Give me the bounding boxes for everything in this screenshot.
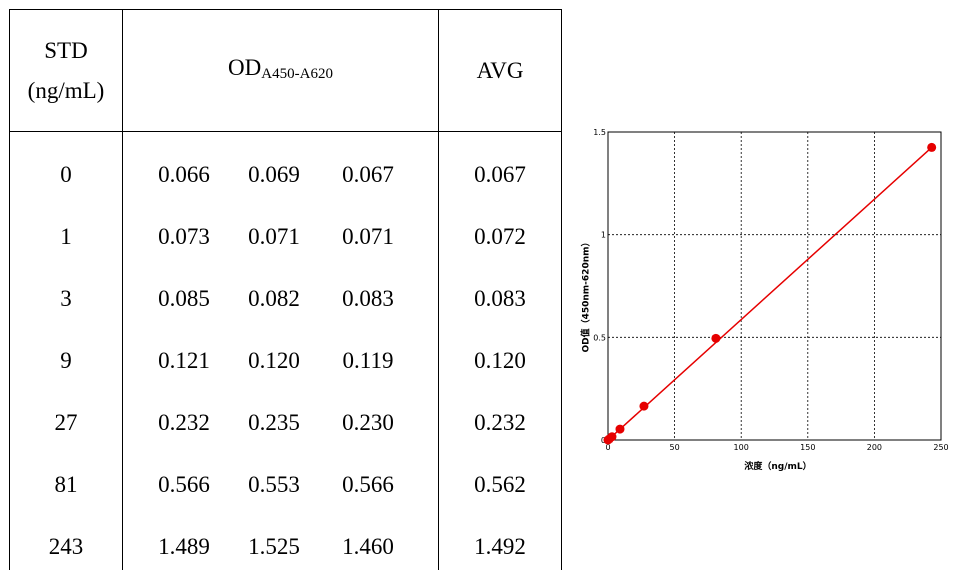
y-axis-label: OD值（450nm-620nm）	[581, 237, 592, 353]
fit-line	[607, 146, 933, 441]
cell-rep1: 0.566	[158, 472, 210, 497]
header-od-subscript: A450-A620	[261, 65, 333, 82]
x-tick-label: 250	[933, 443, 948, 452]
header-std: STD (ng/mL)	[10, 10, 122, 131]
cell-rep3: 0.067	[342, 162, 394, 187]
y-tick-label: 0.5	[593, 333, 606, 342]
cell-rep3: 0.083	[342, 286, 394, 311]
table-divider	[438, 10, 439, 570]
cell-rep1: 0.073	[158, 224, 210, 249]
x-tick-label: 150	[800, 443, 815, 452]
cell-std: 0	[60, 162, 72, 187]
standard-curve-chart: 0 50 100 150 200 250 0 0.5 1 1.5 OD值（450nm-620nm）…	[563, 9, 968, 569]
cell-rep3: 0.230	[342, 410, 394, 435]
cell-std: 3	[60, 286, 72, 311]
cell-avg: 0.083	[474, 286, 526, 311]
header-std-unit: (ng/mL)	[27, 77, 105, 103]
data-point	[711, 333, 721, 343]
cell-rep1: 1.489	[158, 534, 210, 559]
header-avg: AVG	[439, 10, 561, 131]
x-tick-label: 200	[867, 443, 882, 452]
table-row: 0 0.066 0.069 0.067 0.067	[10, 144, 562, 206]
x-tick-label: 100	[734, 443, 749, 452]
header-od: ODA450-A620	[123, 10, 438, 131]
cell-rep2: 0.082	[248, 286, 300, 311]
cell-std: 81	[54, 472, 78, 497]
cell-std: 27	[54, 410, 78, 435]
cell-rep2: 1.525	[248, 534, 300, 559]
cell-rep3: 0.566	[342, 472, 394, 497]
plot-frame	[607, 131, 942, 441]
header-od-label: OD	[228, 54, 262, 80]
cell-rep2: 0.069	[248, 162, 300, 187]
x-tick-label: 50	[670, 443, 680, 452]
cell-avg: 0.562	[474, 472, 526, 497]
table-row: 9 0.121 0.120 0.119 0.120	[10, 330, 562, 392]
cell-rep3: 0.119	[342, 348, 394, 373]
cell-rep1: 0.085	[158, 286, 210, 311]
table-row: 3 0.085 0.082 0.083 0.083	[10, 268, 562, 330]
y-tick-label: 0	[601, 436, 606, 445]
cell-rep3: 0.071	[342, 224, 394, 249]
data-point	[615, 424, 625, 434]
cell-rep1: 0.066	[158, 162, 210, 187]
cell-avg: 1.492	[474, 534, 526, 559]
cell-avg: 0.232	[474, 410, 526, 435]
cell-avg: 0.067	[474, 162, 526, 187]
table-row: 243 1.489 1.525 1.460 1.492	[10, 516, 562, 578]
header-divider	[10, 131, 562, 132]
x-axis-label: 浓度（ng/mL）	[744, 462, 812, 472]
table-divider	[122, 10, 123, 570]
table-row: 81 0.566 0.553 0.566 0.562	[10, 454, 562, 516]
cell-rep2: 0.120	[248, 348, 300, 373]
cell-rep2: 0.553	[248, 472, 300, 497]
chart-plot: 0 50 100 150 200 250 0 0.5 1 1.5	[593, 128, 948, 452]
cell-std: 1	[60, 224, 72, 249]
data-point	[927, 142, 937, 152]
table-divider	[561, 10, 562, 570]
cell-rep1: 0.232	[158, 410, 210, 435]
header-std-label: STD	[44, 37, 88, 63]
header-avg-label: AVG	[476, 57, 524, 83]
cell-rep3: 1.460	[342, 534, 394, 559]
cell-std: 9	[60, 348, 72, 373]
cell-std: 243	[48, 534, 84, 559]
y-tick-label: 1.5	[593, 128, 606, 137]
cell-rep2: 0.235	[248, 410, 300, 435]
table-row: 27 0.232 0.235 0.230 0.232	[10, 392, 562, 454]
cell-avg: 0.072	[474, 224, 526, 249]
data-point	[639, 401, 649, 411]
table-row: 1 0.073 0.071 0.071 0.072	[10, 206, 562, 268]
standard-curve-table: STD (ng/mL) ODA450-A620 AVG 0 0.066 0.06…	[9, 9, 562, 570]
cell-rep1: 0.121	[158, 348, 210, 373]
data-point	[607, 432, 617, 442]
cell-rep2: 0.071	[248, 224, 300, 249]
y-tick-label: 1	[601, 231, 606, 240]
x-tick-label: 0	[605, 443, 610, 452]
cell-avg: 0.120	[474, 348, 526, 373]
